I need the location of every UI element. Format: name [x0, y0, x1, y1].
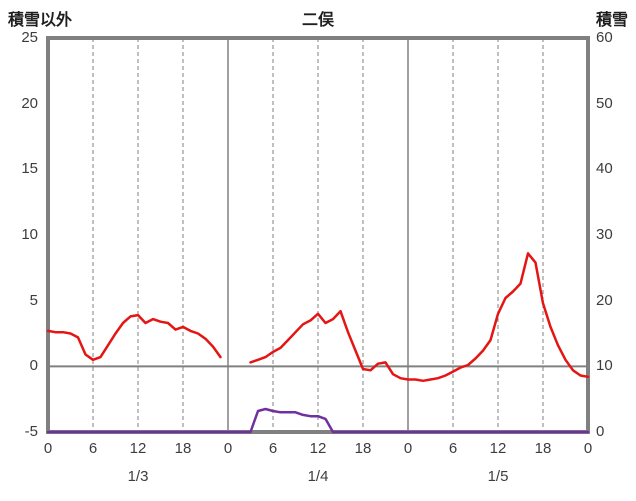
x-axis-tick: 18 — [534, 440, 552, 457]
right-axis-tick: 20 — [596, 291, 613, 309]
left-axis-tick: 25 — [21, 29, 38, 46]
left-axis-title: 積雪以外 — [8, 12, 73, 29]
left-axis-tick: 15 — [21, 160, 38, 178]
x-axis-tick: 6 — [88, 440, 98, 457]
right-axis-tick: 30 — [596, 226, 613, 243]
x-axis-tick: 0 — [223, 440, 233, 457]
x-axis-tick: 18 — [174, 440, 192, 457]
x-axis-tick: 12 — [309, 440, 327, 457]
left-axis-tick: 0 — [29, 357, 38, 375]
right-axis-tick: 40 — [596, 160, 613, 178]
x-axis-tick: 0 — [403, 440, 413, 457]
series-line-snow-depth — [46, 407, 590, 434]
series-line-non-snow — [46, 252, 590, 383]
right-axis-tick: 60 — [596, 29, 613, 46]
left-axis-tick: 5 — [29, 291, 38, 309]
x-axis-tick: 12 — [489, 440, 507, 457]
right-axis-tick: 0 — [596, 423, 605, 440]
left-axis-tick: 10 — [21, 226, 38, 243]
day-label: 1/4 — [307, 468, 329, 485]
x-axis-tick: 6 — [268, 440, 278, 457]
x-axis-tick: 12 — [129, 440, 147, 457]
x-axis-tick: 0 — [43, 440, 53, 457]
day-label: 1/3 — [127, 468, 149, 485]
left-axis-tick: 20 — [21, 94, 38, 112]
right-axis-tick: 50 — [596, 94, 613, 112]
plot-border — [46, 36, 590, 434]
x-axis-tick: 18 — [354, 440, 372, 457]
chart-title: 二俣 — [301, 12, 334, 29]
x-axis-tick: 6 — [448, 440, 458, 457]
right-axis-title: 積雪 — [595, 12, 628, 29]
right-axis-tick: 10 — [596, 357, 613, 375]
x-axis-tick: 0 — [583, 440, 593, 457]
left-axis-tick: -5 — [24, 423, 38, 440]
day-label: 1/5 — [487, 468, 509, 485]
